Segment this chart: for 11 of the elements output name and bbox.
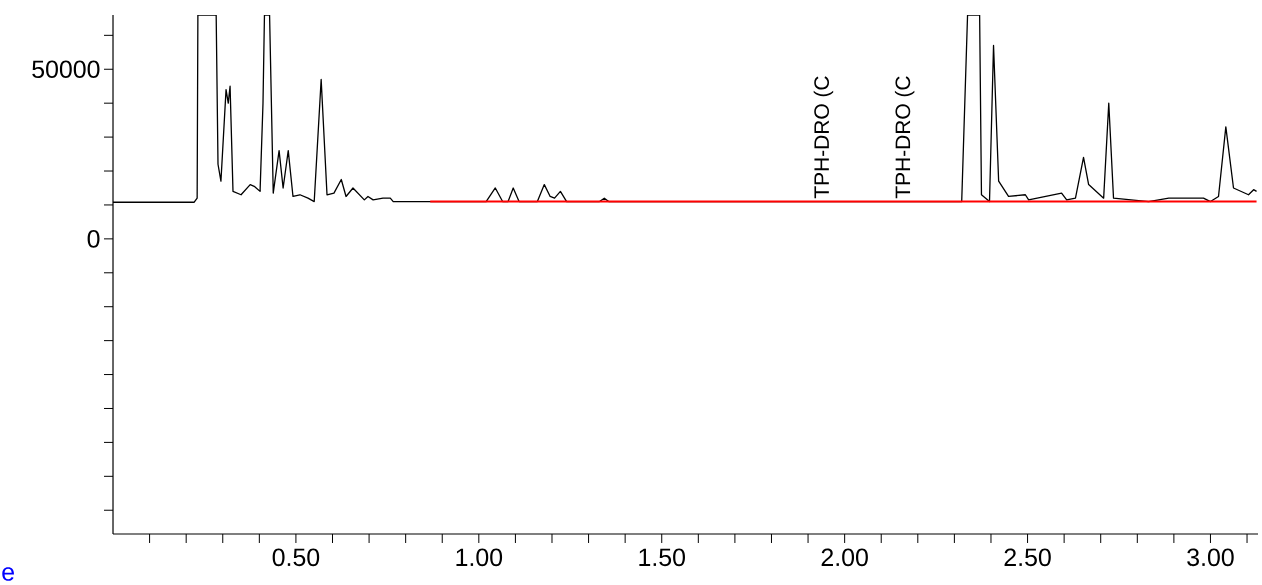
x-tick-label: 3.00: [1187, 548, 1234, 567]
x-tick-label: 2.00: [821, 548, 868, 567]
x-tick-label: 0.50: [272, 548, 320, 567]
x-tick-label: 1.00: [456, 548, 503, 567]
y-tick-label: 50000: [32, 60, 100, 79]
x-tick-label: 2.50: [1004, 548, 1051, 567]
x-tick-label: 1.50: [639, 548, 685, 567]
text: e: [2, 567, 14, 581]
annotation: TPH-DRO (C: [813, 76, 834, 199]
y-tick-label: 0: [87, 230, 100, 248]
annotation: TPH-DRO (C: [894, 76, 915, 199]
